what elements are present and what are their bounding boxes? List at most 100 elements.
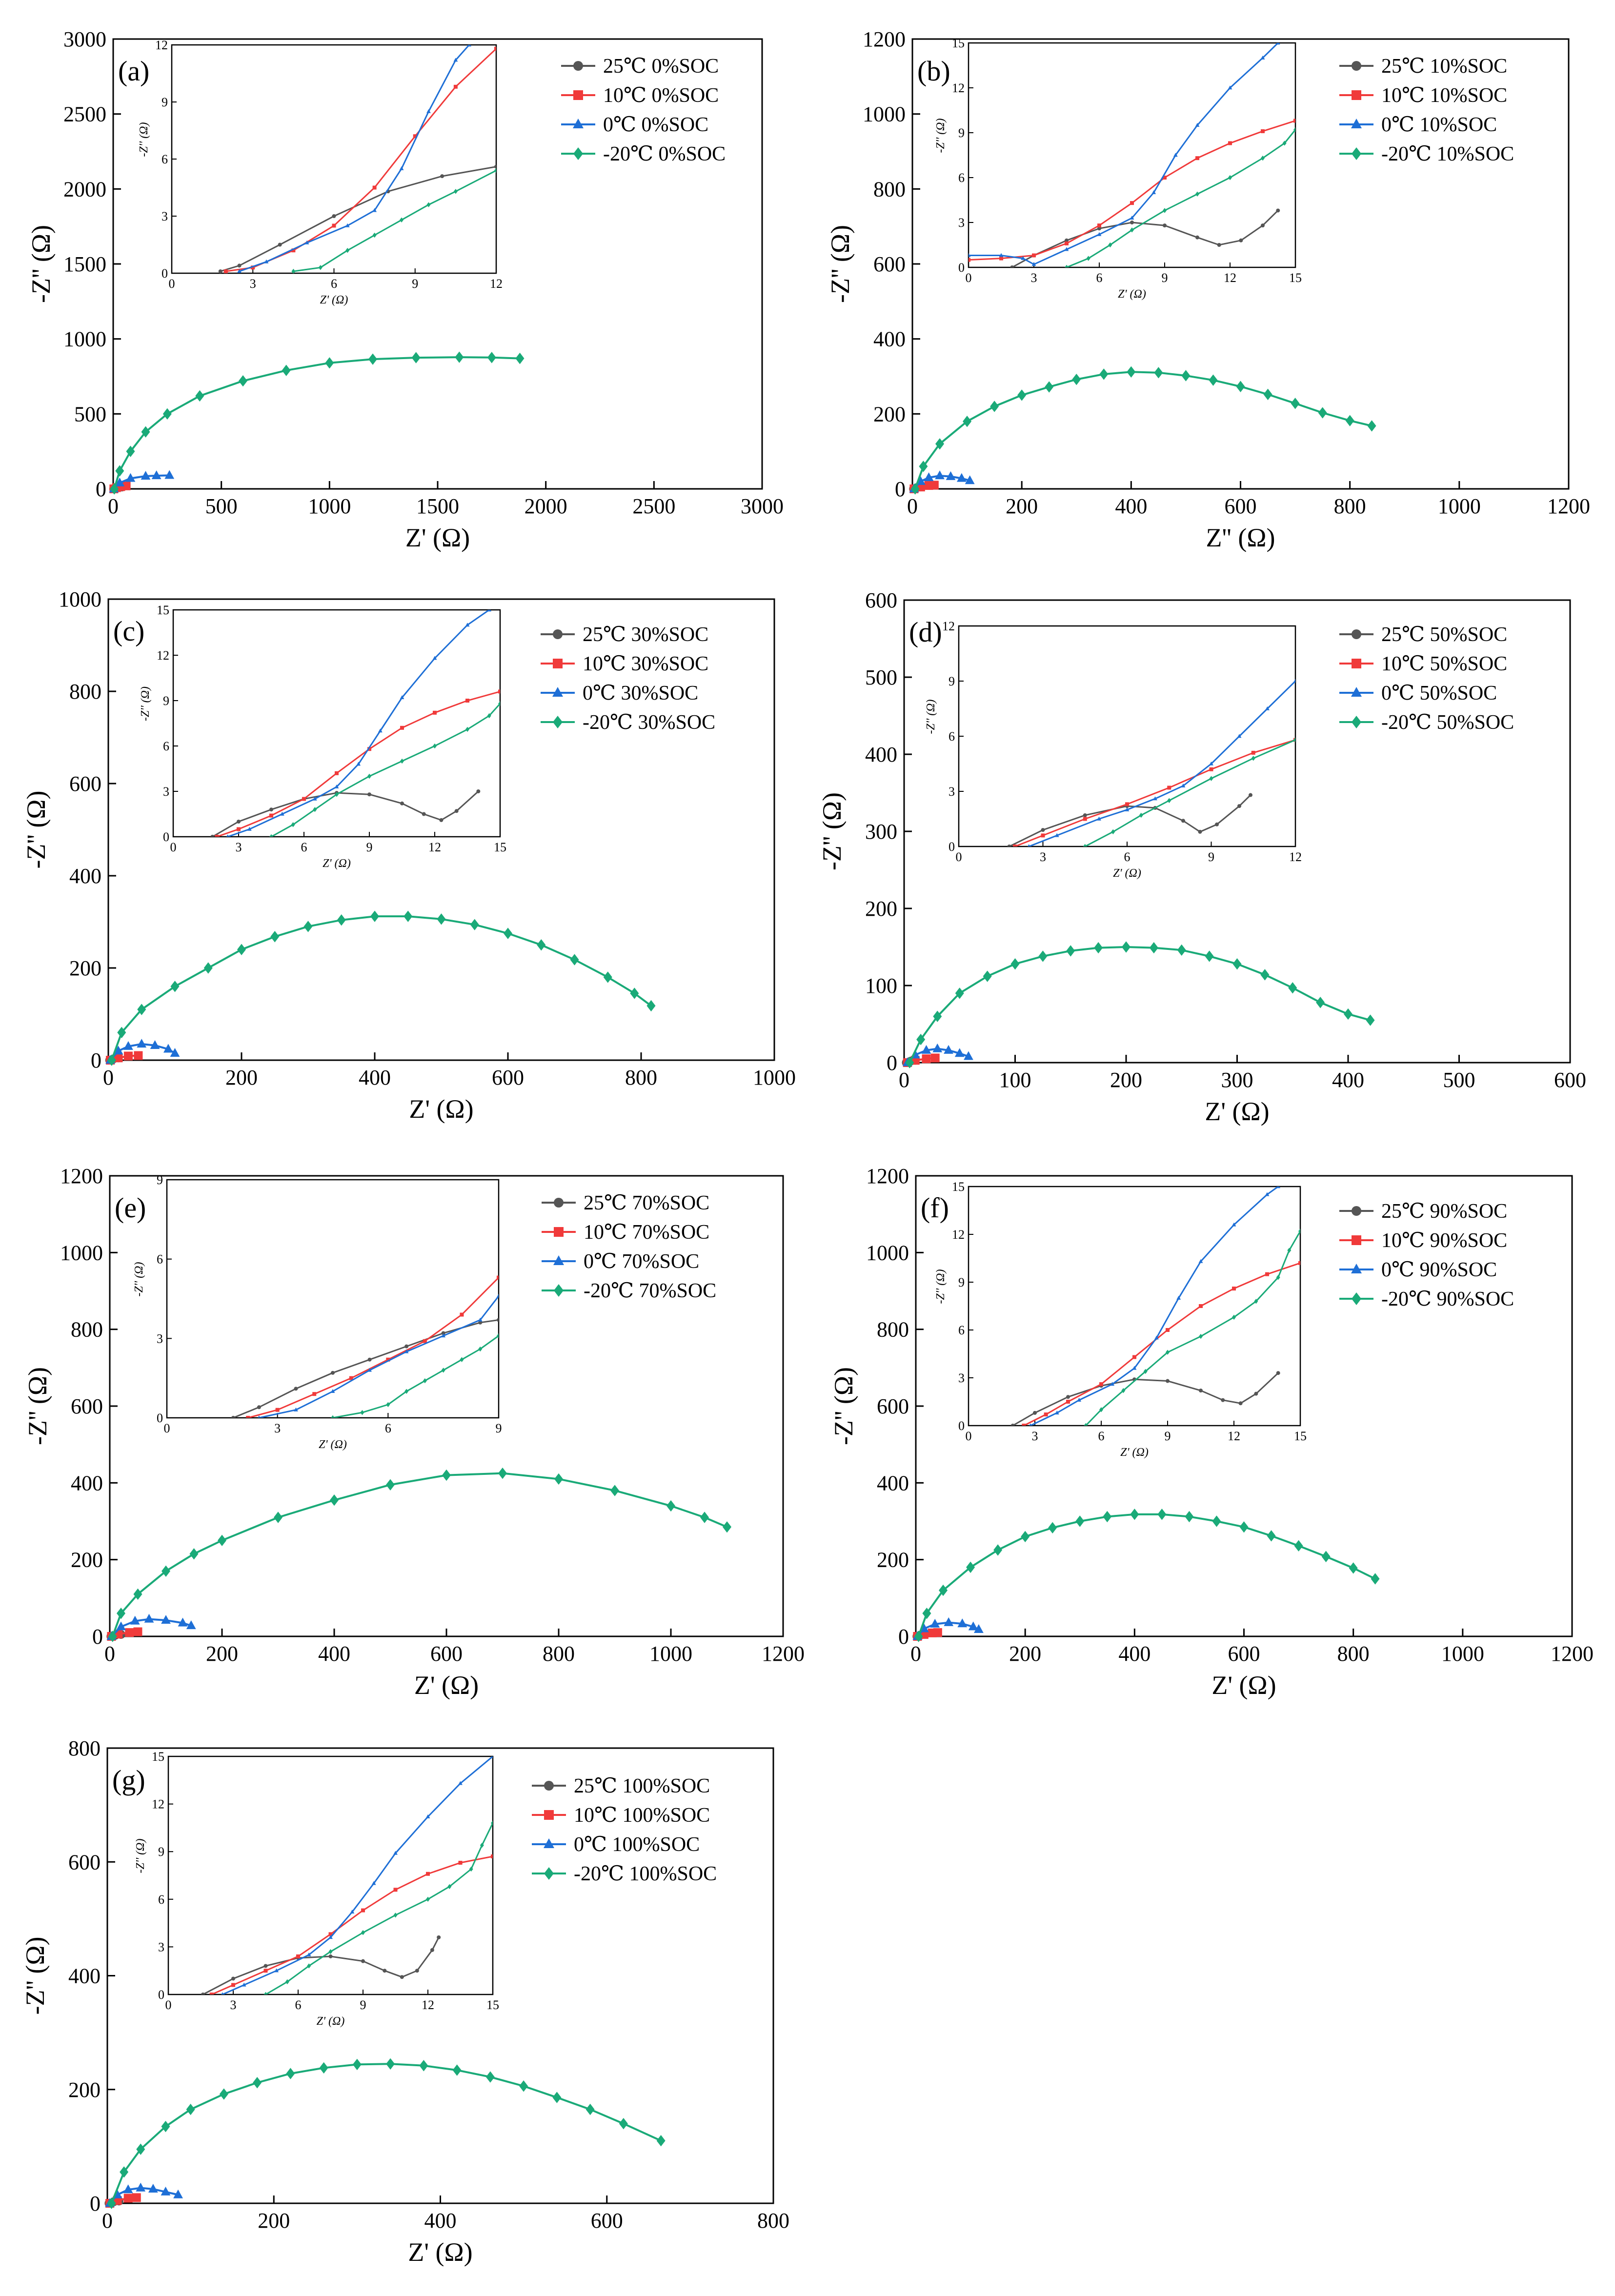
data-point [914, 1631, 923, 1642]
data-point [1130, 227, 1134, 233]
panel-label: (e) [115, 1192, 146, 1224]
data-point [318, 265, 323, 270]
data-point [504, 927, 512, 939]
data-point [1045, 381, 1054, 393]
data-point [328, 1949, 333, 1954]
data-point [423, 1378, 427, 1384]
data-point [332, 214, 336, 218]
series-line [271, 703, 500, 837]
legend-marker [573, 61, 583, 71]
data-point [163, 1044, 173, 1053]
inset-x-axis-label: Z' (Ω) [1113, 867, 1141, 880]
data-point [372, 232, 377, 238]
data-point [440, 174, 444, 179]
inset-plot: 0 3 6 9 12 15 0 3 6 9 12 15 Z' (Ω) -Z'' (Ω) [139, 603, 506, 870]
data-point [1173, 153, 1178, 157]
legend-marker [1352, 1292, 1361, 1305]
inset-x-axis-label: Z' (Ω) [323, 857, 351, 870]
data-point [117, 1027, 126, 1038]
data-point [1217, 243, 1221, 247]
y-tick-label: 3 [949, 785, 955, 799]
legend-marker [1351, 119, 1362, 128]
data-point [497, 1333, 499, 1339]
data-point [437, 1935, 441, 1939]
data-point [274, 1511, 283, 1523]
legend-entry: -20℃ 100%SOC [574, 1863, 717, 1885]
data-point [497, 1318, 499, 1322]
legend-marker [1352, 90, 1361, 100]
data-point [441, 1368, 445, 1373]
data-point [178, 1617, 188, 1627]
y-tick-label: 3 [158, 1940, 164, 1954]
data-point [723, 1521, 731, 1533]
chart-panel-e: 0 200 400 600 800 1000 12000200400600800100012… [23, 1164, 805, 1700]
data-point [478, 1346, 483, 1352]
data-point [123, 1051, 133, 1061]
data-point [237, 944, 246, 955]
data-point [498, 701, 500, 706]
data-point [404, 1349, 409, 1353]
data-point [426, 1896, 430, 1902]
data-point [487, 352, 496, 363]
inset-x-axis-label: Z' (Ω) [320, 294, 348, 306]
data-point [237, 827, 241, 831]
y-tick-label: 600 [877, 1394, 909, 1418]
inset-series [201, 1756, 493, 1994]
panel-label: (f) [921, 1192, 949, 1224]
legend-marker [544, 1781, 554, 1791]
y-tick-label: 800 [68, 1736, 101, 1760]
data-point [123, 2194, 133, 2203]
data-point [170, 1048, 180, 1057]
data-point [285, 1979, 289, 1985]
x-tick-label: 800 [757, 2209, 789, 2233]
y-tick-label: 400 [877, 1471, 909, 1495]
data-point [1195, 122, 1200, 127]
data-point [393, 1851, 398, 1855]
data-point [110, 483, 119, 495]
data-point [944, 1617, 954, 1626]
x-tick-label: 12 [1228, 1429, 1240, 1443]
data-point [619, 2118, 628, 2130]
data-point [404, 1344, 409, 1349]
y-tick-label: 3 [163, 785, 169, 799]
inset-x-axis-label: Z' (Ω) [317, 2015, 345, 2028]
data-point [1238, 1401, 1243, 1406]
data-point [990, 401, 999, 412]
legend-marker [552, 687, 563, 697]
data-point [237, 263, 242, 268]
legend: 25℃ 0%SOC 10℃ 0%SOC 0℃ 0%SOC -20℃ 0%SOC [561, 55, 726, 165]
y-tick-label: 500 [865, 665, 897, 689]
data-point [603, 971, 612, 983]
data-point [415, 1969, 419, 1973]
series-3 [107, 910, 656, 1066]
x-tick-label: 15 [1294, 1429, 1307, 1443]
data-point [924, 472, 934, 482]
y-tick-label: 0 [158, 1988, 164, 2002]
data-point [1209, 374, 1218, 386]
data-point [144, 1613, 154, 1623]
data-point [916, 1033, 926, 1046]
legend-marker [1351, 687, 1362, 697]
data-point [1154, 367, 1163, 379]
panel-label: (a) [118, 55, 149, 87]
data-point [465, 623, 470, 627]
data-point [1130, 216, 1134, 220]
data-point [1166, 1328, 1170, 1332]
data-point [367, 747, 371, 751]
y-axis-label: -Z'' (Ω) [23, 1367, 52, 1445]
x-tick-label: 6 [331, 277, 337, 291]
data-point [969, 258, 970, 262]
data-point [312, 1392, 317, 1396]
data-point [1267, 1530, 1276, 1542]
x-tick-label: 9 [412, 277, 418, 291]
data-point [585, 2103, 595, 2115]
data-point [1054, 1410, 1059, 1415]
inset-frame [958, 625, 1296, 847]
data-point [349, 1376, 353, 1380]
data-point [1167, 798, 1171, 804]
panel-label: (g) [112, 1764, 145, 1796]
data-point [137, 1004, 146, 1015]
data-point [393, 1888, 398, 1892]
data-point [1209, 776, 1213, 781]
inset-plot: 0 3 6 9 12 0 3 6 9 12 Z' (Ω) -Z'' (Ω) [138, 38, 503, 306]
